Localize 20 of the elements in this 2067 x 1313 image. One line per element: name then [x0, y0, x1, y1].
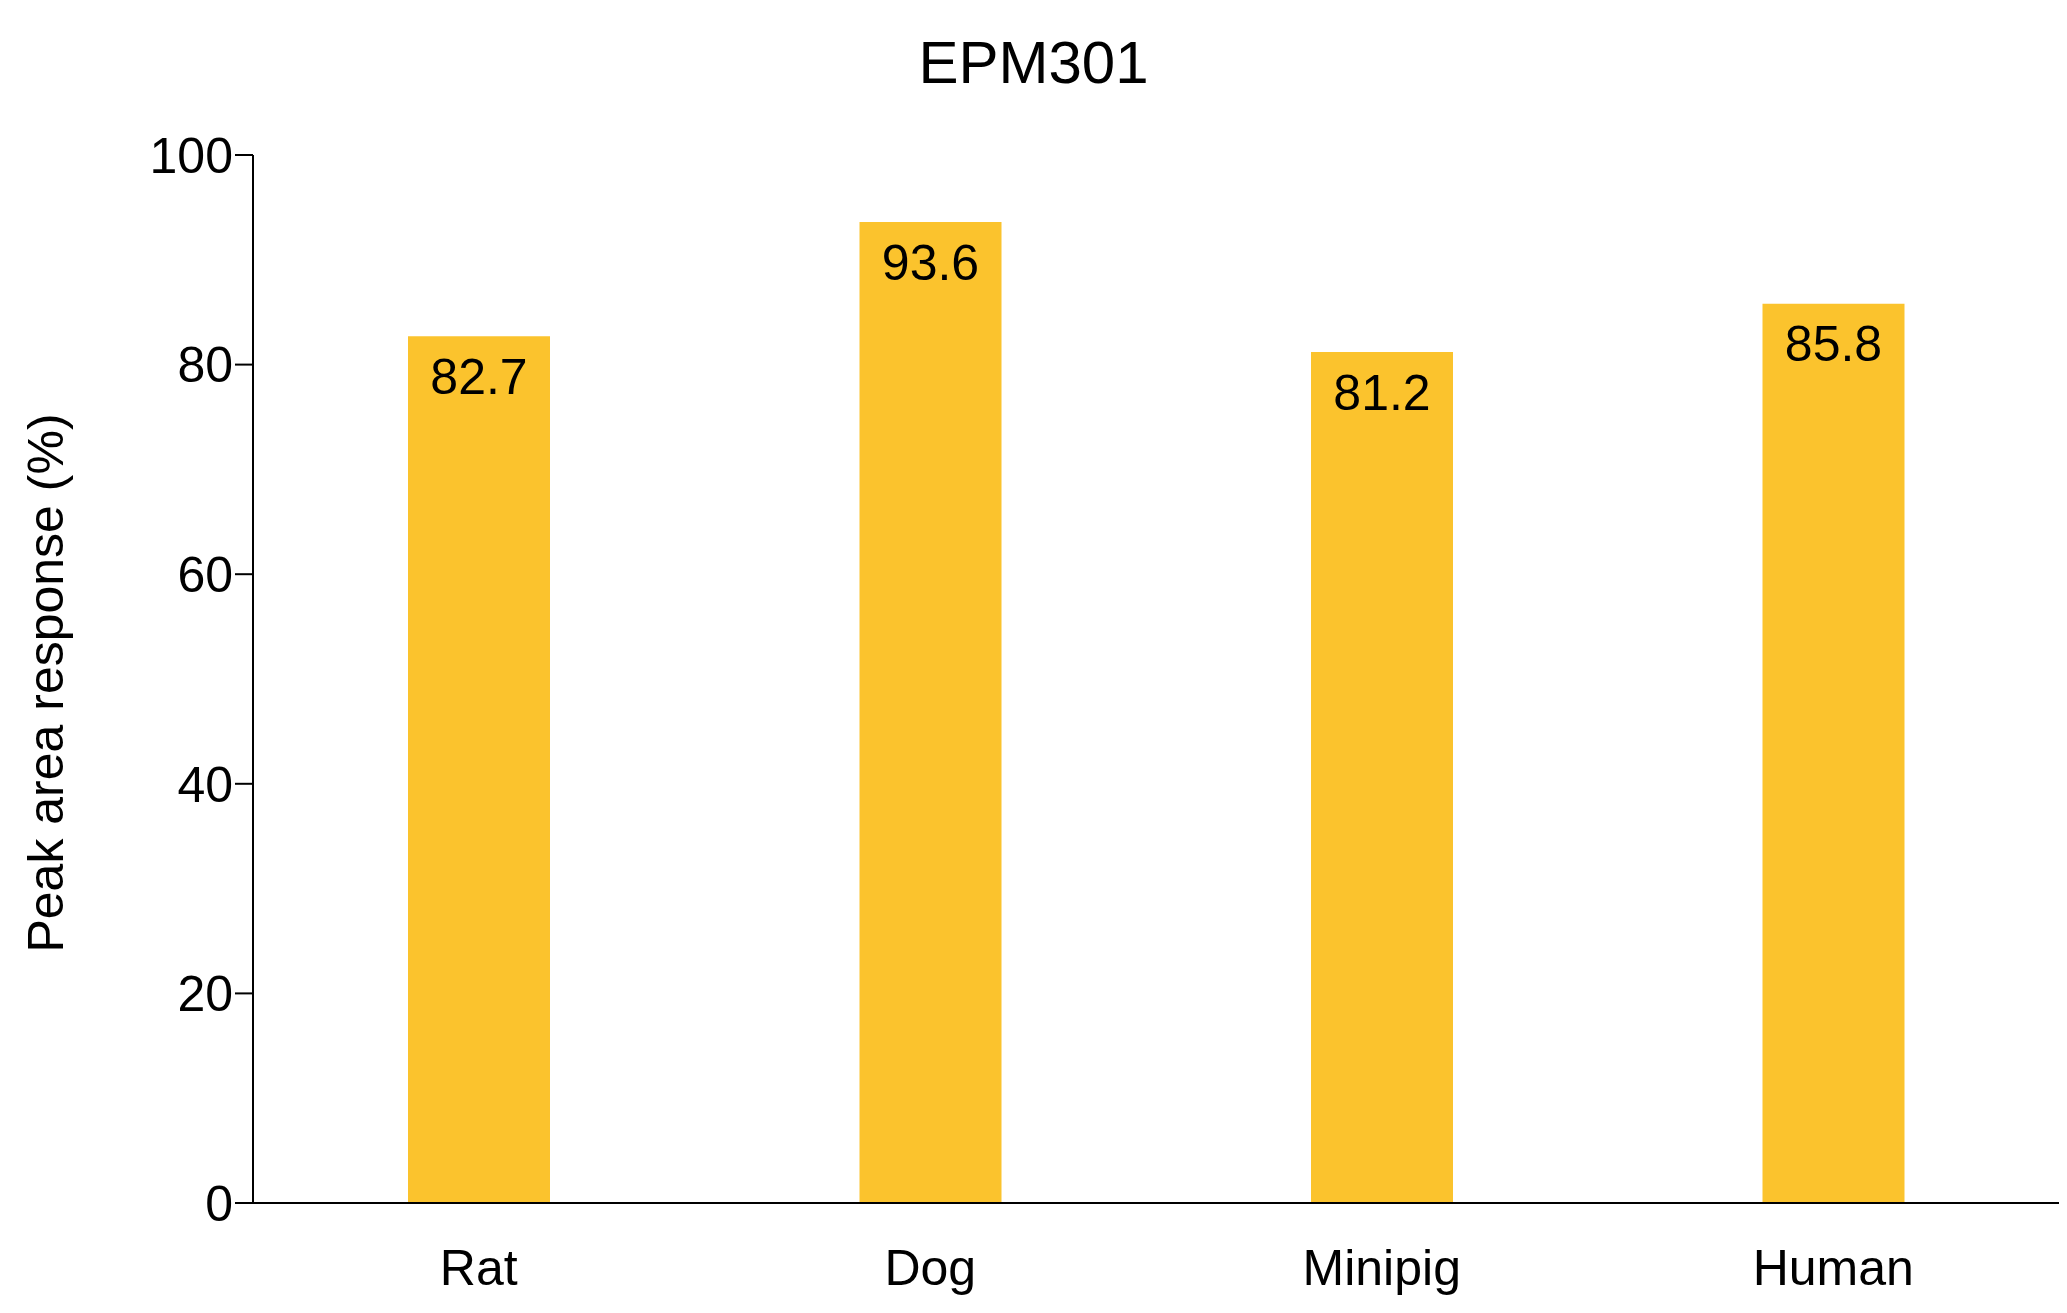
data-label: 93.6: [881, 234, 980, 291]
data-label: 85.8: [1784, 316, 1883, 373]
data-label: 81.2: [1333, 364, 1431, 421]
y-tick-label: 0: [205, 1175, 233, 1232]
bar: [1762, 303, 1905, 1203]
y-tick-label: 60: [177, 546, 233, 603]
bar: [408, 336, 550, 1203]
y-axis-title: Peak area response (%): [17, 413, 75, 953]
x-tick-label: Human: [1752, 1239, 1914, 1296]
chart-title: EPM301: [917, 28, 1150, 97]
bar: [859, 222, 1002, 1203]
bar: [1311, 352, 1453, 1203]
y-tick-label: 100: [149, 127, 233, 184]
x-tick-label: Dog: [884, 1239, 977, 1296]
y-tick-label: 80: [177, 337, 233, 394]
x-tick-label: Rat: [439, 1239, 518, 1296]
data-label: 82.7: [430, 348, 528, 405]
y-tick-label: 40: [177, 756, 233, 813]
y-tick-label: 20: [177, 966, 233, 1023]
x-tick-label: Minipig: [1302, 1239, 1461, 1296]
